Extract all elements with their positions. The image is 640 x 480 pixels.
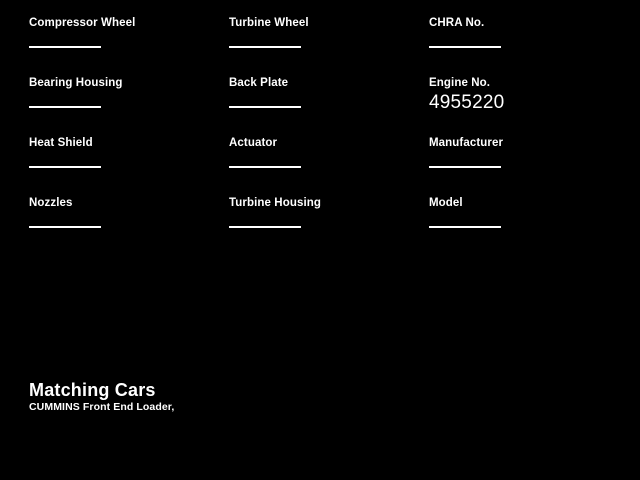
spec-field-underline — [429, 226, 501, 228]
spec-field-nozzles[interactable]: Nozzles — [29, 196, 219, 248]
spec-field-underline — [29, 166, 101, 168]
spec-field-manufacturer[interactable]: Manufacturer — [429, 136, 619, 188]
spec-field-bearing-housing[interactable]: Bearing Housing — [29, 76, 219, 128]
spec-field-underline — [429, 46, 501, 48]
spec-field-engine-no[interactable]: Engine No. 4955220 — [429, 76, 619, 128]
spec-field-heat-shield[interactable]: Heat Shield — [29, 136, 219, 188]
spec-field-model[interactable]: Model — [429, 196, 619, 248]
spec-field-label: CHRA No. — [429, 17, 485, 29]
spec-field-underline — [429, 166, 501, 168]
spec-field-underline — [229, 226, 301, 228]
spec-field-chra-no[interactable]: CHRA No. — [429, 16, 619, 68]
spec-field-label: Compressor Wheel — [29, 17, 136, 29]
spec-field-label: Bearing Housing — [29, 77, 123, 89]
spec-field-label: Back Plate — [229, 77, 289, 89]
spec-field-actuator[interactable]: Actuator — [229, 136, 419, 188]
spec-field-underline — [29, 46, 101, 48]
matching-cars-section: Matching Cars CUMMINS Front End Loader, — [29, 380, 589, 414]
spec-field-label: Nozzles — [29, 197, 73, 209]
spec-field-back-plate[interactable]: Back Plate — [229, 76, 419, 128]
spec-field-compressor-wheel[interactable]: Compressor Wheel — [29, 16, 219, 68]
spec-field-underline — [29, 226, 101, 228]
spec-field-turbine-wheel[interactable]: Turbine Wheel — [229, 16, 419, 68]
spec-field-turbine-housing[interactable]: Turbine Housing — [229, 196, 419, 248]
spec-field-label: Model — [429, 197, 463, 209]
spec-field-label: Turbine Housing — [229, 197, 322, 209]
spec-field-label: Actuator — [229, 137, 278, 149]
spec-field-value: 4955220 — [429, 92, 505, 113]
spec-field-underline — [229, 106, 301, 108]
spec-field-label: Engine No. — [429, 77, 491, 89]
spec-field-underline — [29, 106, 101, 108]
matching-cars-title: Matching Cars — [29, 380, 156, 400]
matching-cars-entry: CUMMINS Front End Loader, — [29, 401, 175, 413]
spec-field-label: Manufacturer — [429, 137, 504, 149]
spec-field-label: Heat Shield — [29, 137, 93, 149]
spec-field-underline — [229, 46, 301, 48]
spec-field-label: Turbine Wheel — [229, 17, 309, 29]
spec-field-underline — [229, 166, 301, 168]
